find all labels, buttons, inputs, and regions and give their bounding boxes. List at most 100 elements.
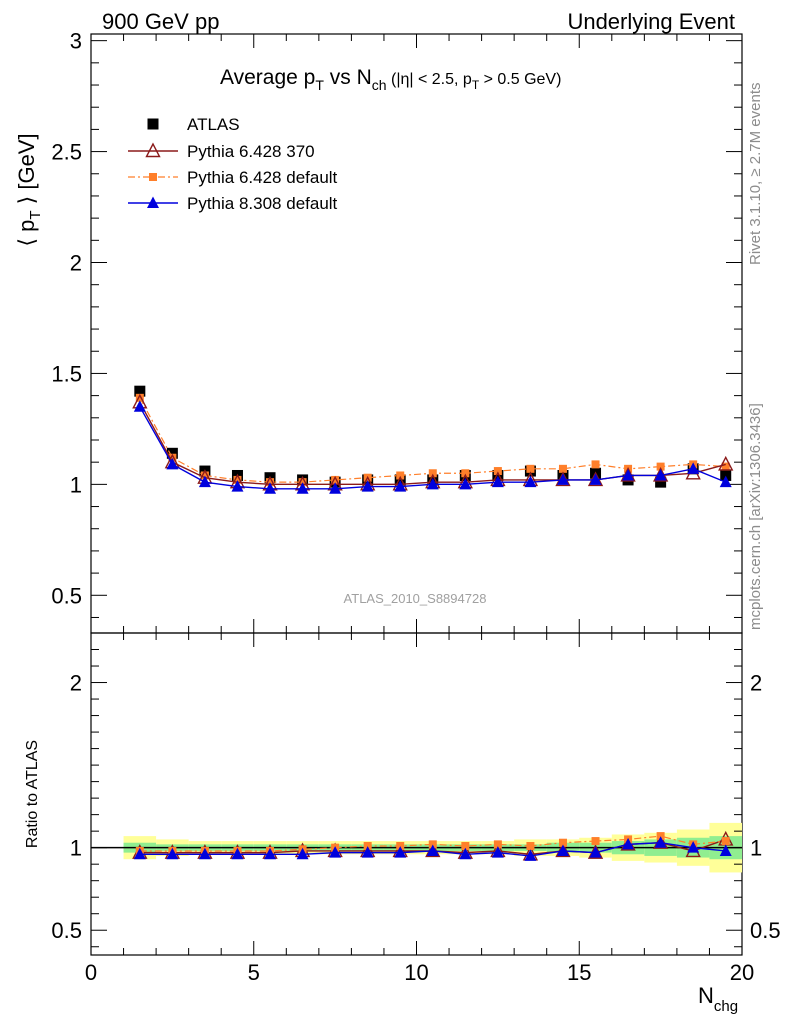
point-pythia-6-428-default: [200, 471, 209, 480]
point-pythia-6-428-370: [718, 455, 734, 471]
ratio-y-tick-label: 2: [70, 671, 82, 696]
ratio-point-pythia-6-428-default: [591, 837, 600, 846]
point-pythia-8-308-default: [361, 480, 374, 492]
main-y-tick-label: 1.5: [51, 361, 82, 386]
ratio-y-axis-label: Ratio to ATLAS: [24, 740, 41, 848]
ratio-point-pythia-6-428-default: [493, 840, 502, 849]
ratio-point-pythia-8-308-default: [687, 841, 700, 853]
analysis-watermark: ATLAS_2010_S8894728: [344, 591, 487, 606]
x-tick-label: 20: [730, 960, 754, 985]
point-pythia-6-428-default: [331, 475, 340, 484]
ratio-y-tick-label-right: 2: [750, 671, 762, 696]
ratio-point-pythia-6-428-370: [555, 842, 571, 858]
main-y-tick-label: 3: [70, 29, 82, 54]
ratio-point-pythia-6-428-370: [652, 834, 669, 849]
point-pythia-8-308-default: [133, 400, 146, 412]
point-pythia-8-308-default: [296, 482, 309, 494]
ratio-point-pythia-8-308-default: [654, 836, 667, 848]
main-y-tick-label: 1: [70, 472, 82, 497]
x-tick-label: 10: [404, 960, 428, 985]
point-atlas: [655, 476, 667, 488]
point-pythia-8-308-default: [491, 475, 504, 488]
ratio-y-tick-label: 0.5: [51, 918, 82, 943]
x-axis-label: Nchg: [698, 983, 738, 1015]
ratio-y-tick-label: 1: [70, 836, 82, 861]
point-pythia-8-308-default: [198, 475, 211, 488]
point-pythia-6-428-default: [656, 462, 665, 471]
legend-label-pythia-6-428-default: Pythia 6.428 default: [187, 168, 338, 187]
mcplots-label: mcplots.cern.ch [arXiv:1306.3436]: [747, 403, 764, 630]
main-y-tick-label: 0.5: [51, 583, 82, 608]
ratio-point-pythia-8-308-default: [296, 847, 309, 860]
ratio-point-pythia-8-308-default: [426, 844, 439, 856]
point-pythia-6-428-default: [526, 464, 535, 473]
ratio-point-pythia-6-428-370: [425, 842, 441, 858]
point-pythia-6-428-default: [135, 393, 144, 402]
main-axis-ticks: 0.5 1 1.5 2 2.5 3: [51, 29, 743, 633]
ratio-point-pythia-8-308-default: [231, 847, 244, 860]
ratio-y-tick-label-right: 0.5: [750, 918, 781, 943]
header-left: 900 GeV pp: [102, 9, 219, 34]
legend-label-pythia-6-428-370: Pythia 6.428 370: [187, 142, 315, 161]
point-pythia-8-308-default: [524, 475, 537, 488]
point-pythia-8-308-default: [329, 482, 342, 494]
legend-marker-atlas: [147, 118, 159, 130]
ratio-uncertainty-bands: [91, 822, 742, 873]
ratio-point-pythia-6-428-default: [656, 832, 665, 841]
point-pythia-8-308-default: [687, 462, 700, 474]
ratio-point-pythia-8-308-default: [491, 846, 504, 858]
ratio-y-tick-label-right: 1: [750, 836, 762, 861]
point-atlas: [134, 385, 146, 397]
point-pythia-6-428-default: [558, 464, 567, 473]
point-pythia-8-308-default: [556, 473, 569, 485]
legend-marker-pythia-6-428-370: [145, 142, 161, 158]
ratio-point-pythia-8-308-default: [394, 846, 407, 858]
ratio-point-pythia-6-428-default: [363, 842, 372, 851]
main-y-tick-label: 2.5: [51, 140, 82, 165]
point-pythia-6-428-default: [298, 478, 307, 487]
legend-label-atlas: ATLAS: [187, 115, 240, 134]
ratio-point-pythia-6-428-default: [461, 842, 470, 851]
ratio-point-pythia-6-428-default: [428, 840, 437, 849]
x-tick-label: 0: [85, 960, 97, 985]
main-series-layer: [132, 385, 734, 494]
main-y-axis-label: ⟨ pT ⟩ [GeV]: [14, 133, 44, 246]
ratio-point-pythia-8-308-default: [133, 847, 146, 860]
legend: ATLAS Pythia 6.428 370 Pythia 6.428 defaul…: [128, 115, 338, 213]
point-atlas: [492, 469, 504, 481]
x-tick-label: 5: [248, 960, 260, 985]
ratio-point-pythia-6-428-default: [558, 838, 567, 847]
point-pythia-8-308-default: [589, 473, 602, 485]
ratio-point-pythia-8-308-default: [198, 847, 211, 860]
ratio-point-pythia-8-308-default: [556, 844, 569, 856]
x-tick-label: 15: [567, 960, 591, 985]
ratio-series-layer: [132, 830, 734, 861]
point-atlas: [720, 469, 732, 481]
rivet-version-label: Rivet 3.1.10, ≥ 2.7M events: [747, 83, 764, 266]
legend-marker-pythia-6-428-default: [149, 173, 157, 181]
plot-title: Average pT vs Nch (|η| < 2.5, pT > 0.5 G…: [220, 66, 561, 93]
ratio-point-pythia-6-428-default: [526, 842, 535, 851]
point-pythia-6-428-default: [493, 467, 502, 476]
ratio-point-pythia-8-308-default: [719, 844, 732, 856]
point-pythia-6-428-default: [168, 453, 177, 462]
legend-label-pythia-8-308-default: Pythia 8.308 default: [187, 194, 338, 213]
point-pythia-6-428-370: [620, 466, 636, 482]
point-pythia-8-308-default: [654, 468, 667, 481]
point-pythia-6-428-370: [555, 471, 571, 487]
ratio-point-pythia-8-308-default: [166, 847, 179, 860]
point-pythia-6-428-default: [396, 471, 405, 480]
point-atlas: [394, 474, 406, 486]
point-pythia-8-308-default: [166, 457, 179, 470]
point-pythia-8-308-default: [231, 480, 244, 492]
legend-marker-pythia-8-308-default: [147, 196, 159, 208]
ratio-point-pythia-8-308-default: [361, 846, 374, 858]
point-pythia-6-428-default: [233, 475, 242, 484]
ratio-plot-frame: [90, 632, 743, 956]
point-pythia-6-428-default: [461, 469, 470, 478]
ratio-point-pythia-6-428-default: [396, 842, 405, 851]
point-pythia-6-428-default: [721, 462, 730, 471]
ratio-point-pythia-8-308-default: [589, 846, 602, 858]
point-pythia-8-308-default: [426, 477, 439, 490]
